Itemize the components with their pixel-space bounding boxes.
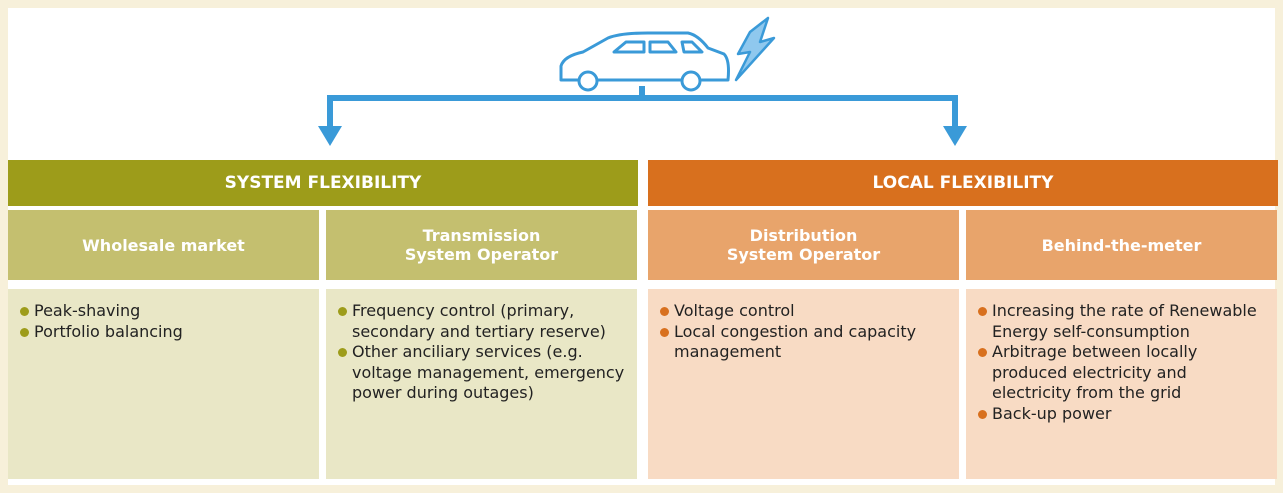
panel: SYSTEM FLEXIBILITY Wholesale market Peak-s… — [8, 8, 1278, 485]
column: LOCAL FLEXIBILITY Distribution System Oper… — [648, 160, 1278, 479]
bullet-item: Voltage control — [660, 301, 949, 322]
bullet-item: Other anciliary services (e.g. voltage m… — [338, 342, 627, 404]
cell-body: Peak-shaving Portfolio balancing — [8, 289, 319, 479]
cell: Behind-the-meter Increasing the rate of R… — [966, 210, 1277, 479]
cell-body: Increasing the rate of Renewable Energy … — [966, 289, 1277, 479]
heading-line: Transmission — [422, 226, 541, 245]
bullet-item: Back-up power — [978, 404, 1267, 425]
cell-body: Voltage control Local congestion and capa… — [648, 289, 959, 479]
heading-line: Wholesale market — [82, 235, 245, 255]
bullet-item: Peak-shaving — [20, 301, 309, 322]
cell: Wholesale market Peak-shaving Portfolio ba… — [8, 210, 319, 479]
heading-line: Behind-the-meter — [1041, 235, 1202, 255]
bullet-item: Portfolio balancing — [20, 322, 309, 343]
column-title: LOCAL FLEXIBILITY — [648, 160, 1278, 206]
heading-line: Distribution — [749, 226, 858, 245]
bullet-item: Arbitrage between locally produced elect… — [978, 342, 1267, 404]
cell-heading: Wholesale market — [8, 210, 319, 280]
cell-body: Frequency control (primary, secondary an… — [326, 289, 637, 479]
cell: Transmission System Operator Frequency con… — [326, 210, 637, 479]
bullet-item: Increasing the rate of Renewable Energy … — [978, 301, 1267, 342]
column-title: SYSTEM FLEXIBILITY — [8, 160, 638, 206]
cell-heading: Transmission System Operator — [326, 210, 637, 280]
cell: Distribution System Operator Voltage contr… — [648, 210, 959, 479]
heading-line: System Operator — [404, 245, 559, 264]
cell-heading: Behind-the-meter — [966, 210, 1277, 280]
car-connector — [318, 16, 967, 146]
bullet-item: Local congestion and capacity management — [660, 322, 949, 363]
bullet-item: Frequency control (primary, secondary an… — [338, 301, 627, 342]
cells: Distribution System Operator Voltage contr… — [648, 210, 1278, 479]
cell-heading: Distribution System Operator — [648, 210, 959, 280]
heading-line: System Operator — [726, 245, 881, 264]
column: SYSTEM FLEXIBILITY Wholesale market Peak-s… — [8, 160, 638, 479]
cells: Wholesale market Peak-shaving Portfolio ba… — [8, 210, 638, 479]
